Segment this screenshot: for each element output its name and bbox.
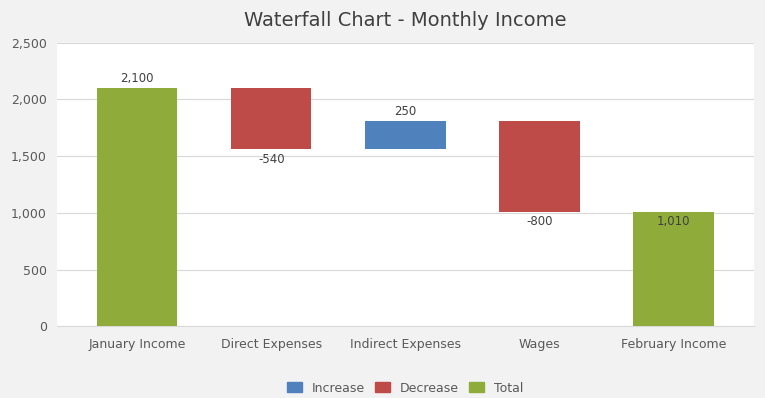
Bar <box>633 212 714 326</box>
Legend: Increase, Decrease, Total: Increase, Decrease, Total <box>282 377 529 398</box>
Bar <box>231 88 311 149</box>
Text: 1,010: 1,010 <box>656 215 690 228</box>
Bar <box>499 121 580 212</box>
Bar <box>97 88 177 326</box>
Text: 2,100: 2,100 <box>120 72 154 85</box>
Bar <box>365 121 445 149</box>
Text: -800: -800 <box>526 215 552 228</box>
Text: -540: -540 <box>258 153 285 166</box>
Text: 250: 250 <box>394 105 416 118</box>
Title: Waterfall Chart - Monthly Income: Waterfall Chart - Monthly Income <box>244 11 567 30</box>
